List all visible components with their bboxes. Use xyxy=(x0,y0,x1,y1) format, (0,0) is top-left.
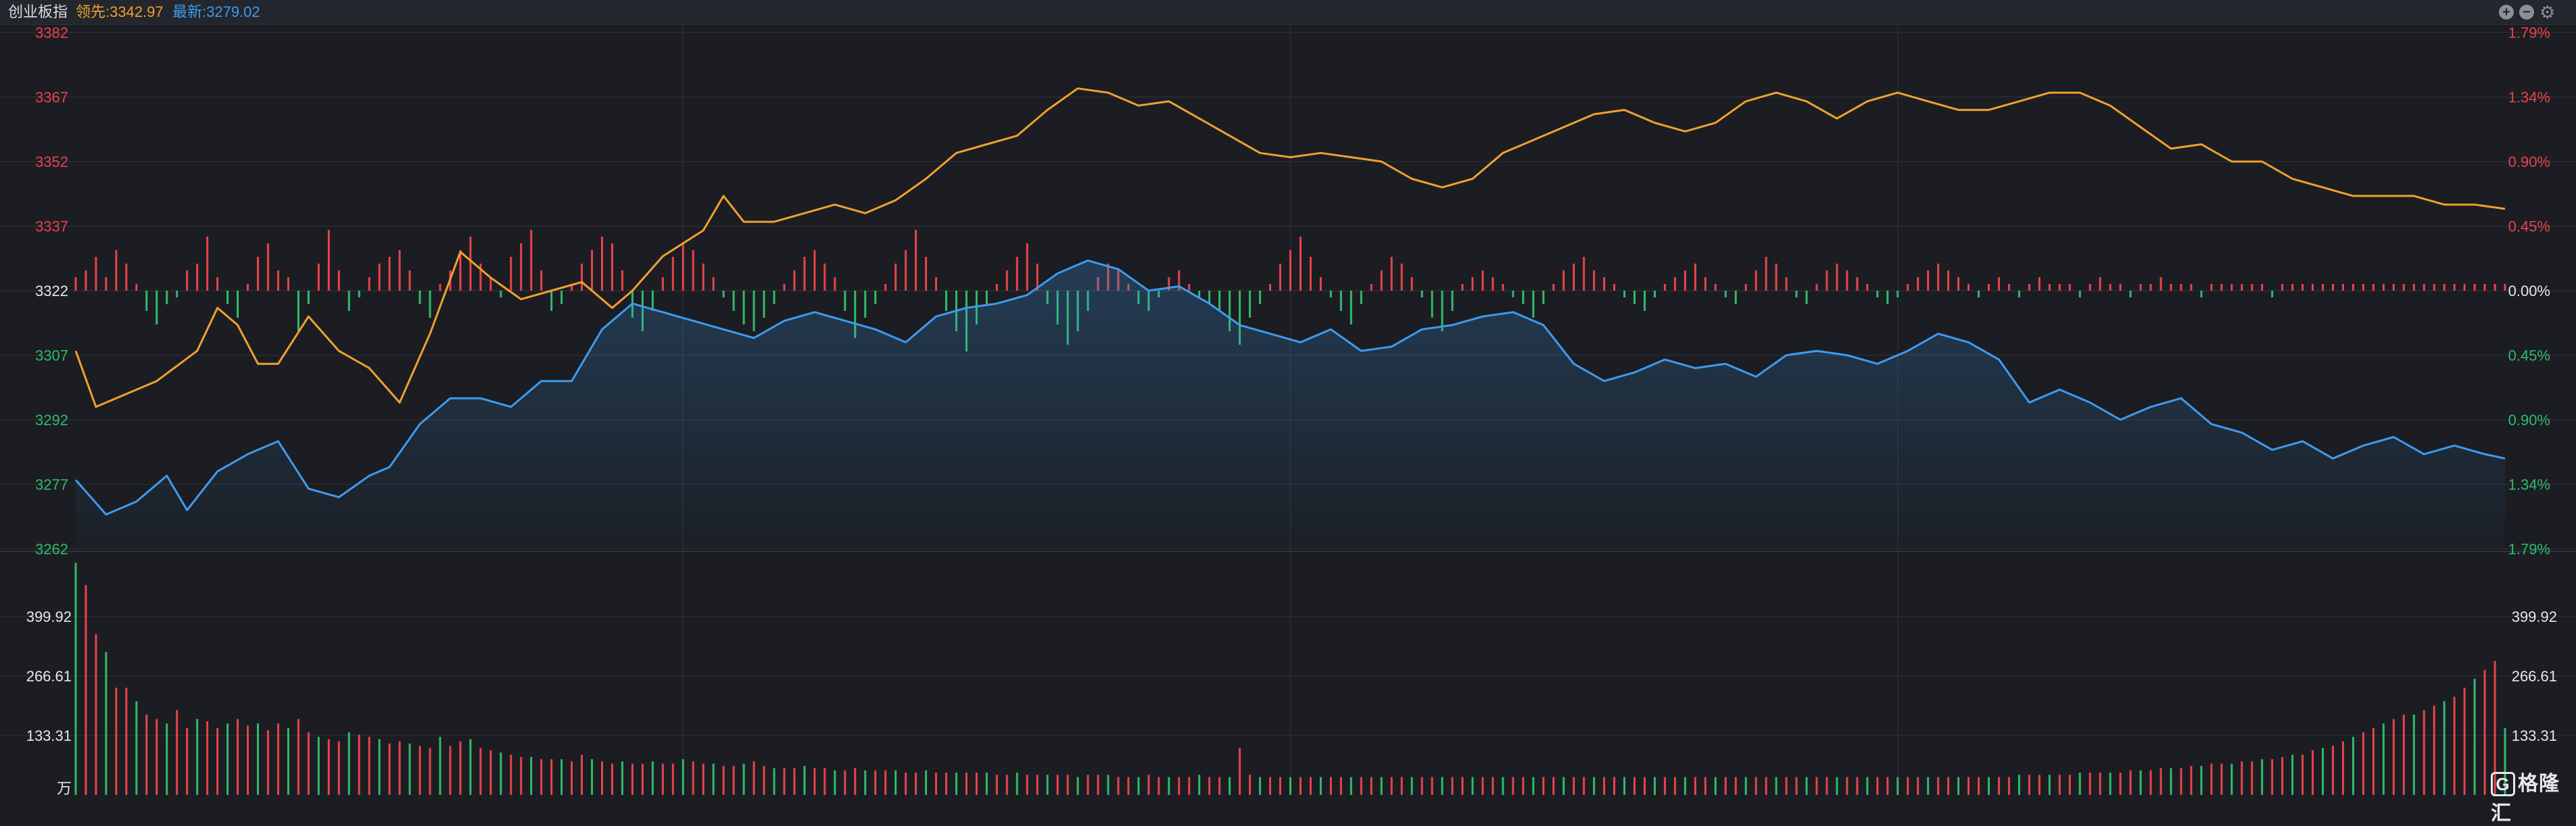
pct-tick-label: 0.90% xyxy=(2508,412,2550,429)
pct-tick-label: 0.00% xyxy=(2508,283,2550,299)
price-tick-label: 3292 xyxy=(35,412,68,429)
price-tick-label: 3382 xyxy=(35,24,68,41)
pct-tick-label: 1.34% xyxy=(2508,89,2550,106)
price-tick-label: 3307 xyxy=(35,347,68,364)
volume-bars xyxy=(74,562,2506,795)
series-lines xyxy=(74,87,2506,516)
price-tick-label: 3337 xyxy=(35,218,68,235)
chart-header: 创业板指 领先:3342.97 最新:3279.02 + − ⚙ xyxy=(0,0,2576,25)
volume-tick-label: 133.31 xyxy=(2512,727,2557,744)
pct-tick-label: 1.79% xyxy=(2508,24,2550,41)
price-tick-label: 3322 xyxy=(35,283,68,299)
price-tick-label: 3262 xyxy=(35,541,68,558)
price-tick-label: 3367 xyxy=(35,89,68,106)
volume-tick-label: 399.92 xyxy=(2512,608,2557,625)
latest-value-label: 最新:3279.02 xyxy=(172,3,260,20)
axis-labels: 3382 1.79% 3367 1.34% 3352 0.90% 3337 0.45% 3322… xyxy=(26,24,2557,797)
intraday-chart: 3382 1.79% 3367 1.34% 3352 0.90% 3337 0.45% 3322… xyxy=(0,24,2576,797)
latest-area-fill xyxy=(76,260,2505,549)
leader-line xyxy=(74,87,2506,408)
leader-value-label: 领先:3342.97 xyxy=(76,3,164,20)
gear-icon[interactable]: ⚙ xyxy=(2539,2,2556,22)
pct-tick-label: 0.45% xyxy=(2508,218,2550,235)
volume-tick-label: 399.92 xyxy=(26,608,72,625)
price-tick-label: 3352 xyxy=(35,153,68,170)
volume-tick-label: 133.31 xyxy=(26,727,72,744)
volume-tick-label: 266.61 xyxy=(26,668,72,685)
pct-tick-label: 1.79% xyxy=(2508,541,2550,558)
volume-unit-label: 万 xyxy=(57,780,72,797)
volume-tick-label: 266.61 xyxy=(2512,668,2557,685)
watermark-logo: G 格隆汇 xyxy=(2491,767,2576,826)
watermark-mark: G xyxy=(2491,772,2515,796)
pct-tick-label: 1.34% xyxy=(2508,477,2550,493)
latest-line xyxy=(74,259,2506,516)
zoom-in-icon[interactable]: + xyxy=(2499,5,2514,20)
price-tick-label: 3277 xyxy=(35,477,68,493)
zoom-out-icon[interactable]: − xyxy=(2519,5,2534,20)
pct-tick-label: 0.90% xyxy=(2508,153,2550,170)
index-title: 创业板指 xyxy=(8,3,68,20)
latest-area xyxy=(76,260,2505,549)
pct-tick-label: 0.45% xyxy=(2508,347,2550,364)
